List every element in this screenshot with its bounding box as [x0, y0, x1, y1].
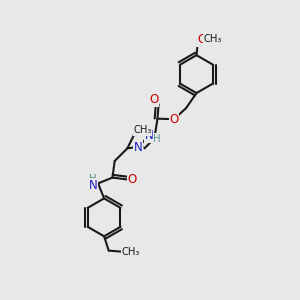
- Text: O: O: [149, 93, 159, 106]
- Text: N: N: [134, 141, 142, 154]
- Text: CH₃: CH₃: [203, 34, 222, 44]
- Text: O: O: [169, 113, 179, 126]
- Text: N: N: [145, 129, 154, 142]
- Text: CH₃: CH₃: [133, 125, 152, 136]
- Text: O: O: [197, 33, 206, 46]
- Text: O: O: [128, 173, 137, 186]
- Text: N: N: [88, 179, 98, 192]
- Text: H: H: [153, 134, 161, 144]
- Text: H: H: [89, 174, 97, 184]
- Text: CH₃: CH₃: [122, 247, 140, 257]
